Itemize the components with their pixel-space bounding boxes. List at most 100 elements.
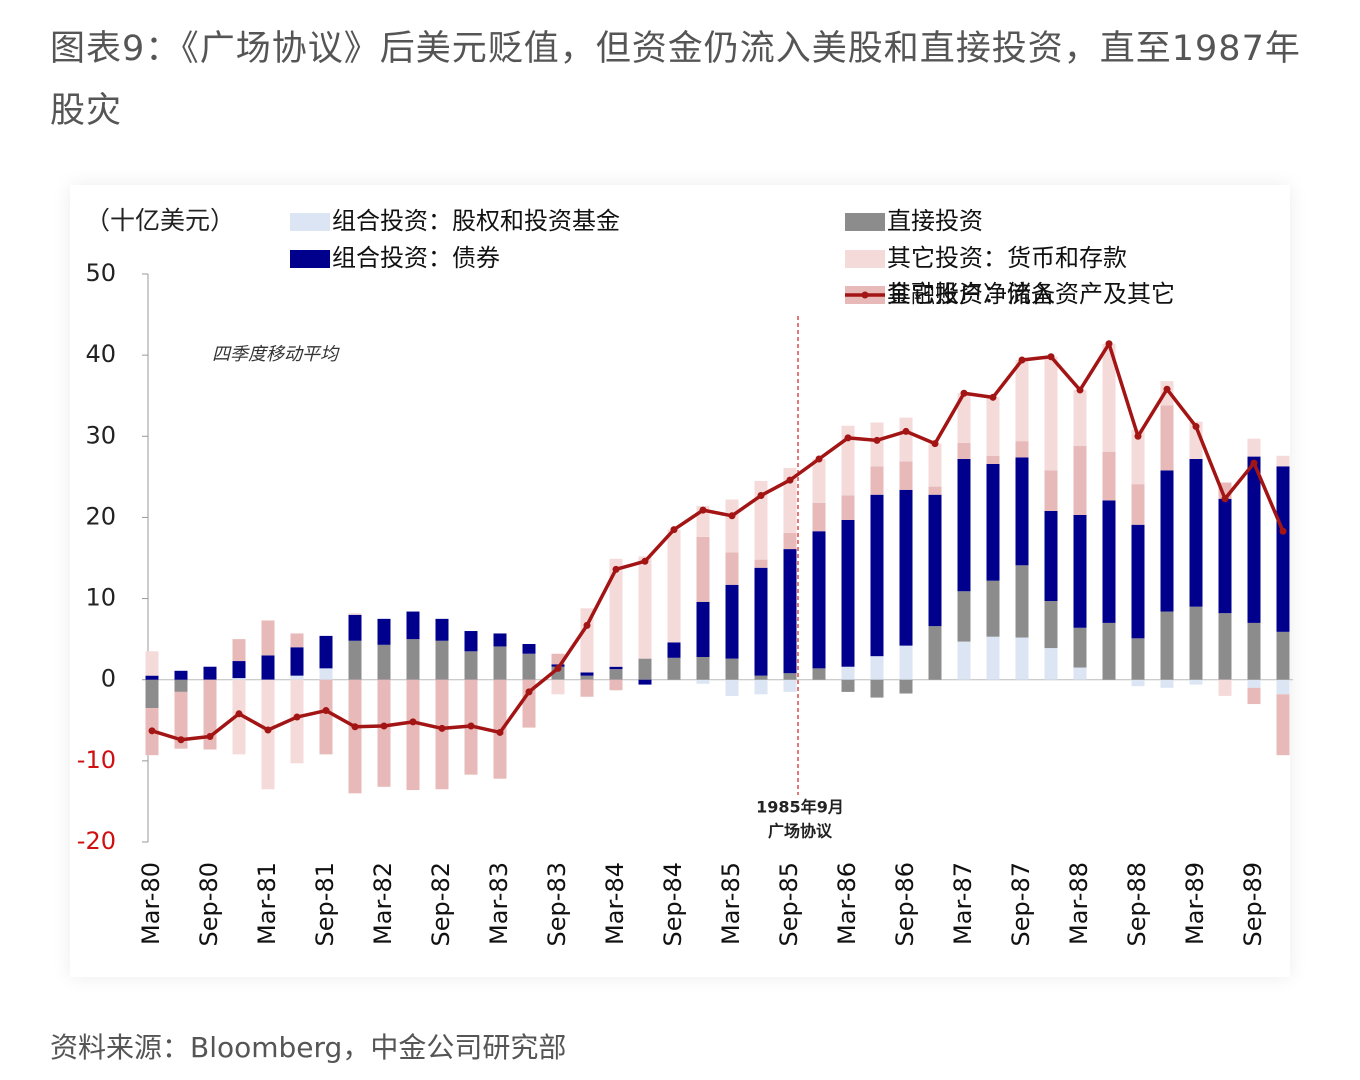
bar-segment <box>870 679 884 698</box>
bar-segment <box>290 647 304 676</box>
x-tick-label: Sep-85 <box>775 862 803 946</box>
x-tick-label: Sep-84 <box>659 862 687 946</box>
bar-segment <box>203 666 217 680</box>
line-marker <box>1047 353 1055 361</box>
bar-segment <box>1276 679 1290 695</box>
bar-segment <box>174 679 188 692</box>
source: 资料来源：Bloomberg，中金公司研究部 <box>50 1031 567 1064</box>
bar-segment <box>1160 679 1174 688</box>
bar-segment <box>290 679 304 764</box>
bar-segment <box>1218 498 1232 614</box>
line-marker <box>989 393 997 401</box>
x-tick-label: Sep-83 <box>543 862 571 946</box>
bar-segment <box>493 646 507 680</box>
bar-segment <box>783 467 797 533</box>
bar-segment <box>1102 343 1116 452</box>
bar-segment <box>986 463 1000 581</box>
legend-swatch <box>290 250 330 268</box>
y-tick-label: 0 <box>101 665 116 693</box>
bar-segment <box>435 640 449 680</box>
annotation: 1985年9月 <box>756 798 844 817</box>
line-marker <box>728 512 736 520</box>
line-marker <box>699 506 707 514</box>
line-marker <box>873 436 881 444</box>
bar-segment <box>638 556 652 659</box>
line-marker <box>351 723 359 731</box>
bar-segment <box>928 494 942 627</box>
unit-label: （十亿美元） <box>85 206 235 235</box>
bar-segment <box>667 529 681 643</box>
bar-segment <box>1247 622 1261 680</box>
bar-segment <box>957 641 971 680</box>
legend-label: 金融账户净流入 <box>887 280 1055 308</box>
bar-segment <box>725 584 739 659</box>
bar-segment <box>435 679 449 790</box>
bar-segment <box>348 679 362 794</box>
line-marker <box>293 713 301 721</box>
bar-segment <box>1073 667 1087 680</box>
bar-segment <box>1276 694 1290 756</box>
bar-segment <box>348 614 362 641</box>
bar-segment <box>232 661 246 679</box>
bar-segment <box>522 644 536 654</box>
bar-segment <box>1102 622 1116 680</box>
y-tick-label: 20 <box>85 502 116 530</box>
bar-segment <box>435 618 449 641</box>
bar-segment <box>1276 455 1290 467</box>
bar-segment <box>1247 456 1261 623</box>
bar-segment <box>957 591 971 642</box>
line-marker <box>844 434 852 442</box>
bar-segment <box>348 640 362 680</box>
bar-segment <box>406 611 420 640</box>
x-tick-label: Sep-89 <box>1239 862 1267 946</box>
bar-segment <box>1044 356 1058 471</box>
bar-segment <box>638 658 652 680</box>
bar-segment <box>1276 631 1290 680</box>
bar-segment <box>290 633 304 648</box>
bar-segment <box>377 644 391 680</box>
bar-segment <box>754 559 768 568</box>
line-marker <box>206 733 214 741</box>
bar-segment <box>1015 360 1029 442</box>
bar-segment <box>1218 613 1232 680</box>
bar-segment <box>1102 500 1116 623</box>
bar-segment <box>841 519 855 667</box>
y-tick-label: 10 <box>85 584 116 612</box>
chart: （十亿美元） 四季度移动平均 1985年9月 广场协议 -20 -10 0 10 20 3… <box>77 206 1293 946</box>
bar-segment <box>870 466 884 495</box>
bar-segment <box>696 536 710 602</box>
bar-segment <box>957 459 971 592</box>
bar-segment <box>406 679 420 791</box>
y-tick-label: 30 <box>85 421 116 449</box>
bar-segment <box>348 613 362 615</box>
y-tick-label: 50 <box>85 259 116 287</box>
bar-segment <box>899 645 913 680</box>
line-marker <box>177 736 185 744</box>
bar-segment <box>551 679 565 695</box>
x-tick-label: Sep-88 <box>1123 862 1151 946</box>
line-marker <box>1279 527 1287 535</box>
bar-segment <box>928 486 942 495</box>
legend-swatch <box>845 213 885 231</box>
bar-segment <box>754 567 768 676</box>
legend-label: 其它投资：储备资产及其它 <box>887 280 1175 308</box>
bar-segment <box>377 618 391 645</box>
line-marker <box>757 492 765 500</box>
line-marker <box>438 724 446 732</box>
bar-segment <box>725 499 739 553</box>
bar-segment <box>1044 601 1058 649</box>
legend-label: 直接投资 <box>887 207 983 235</box>
x-tick-label: Sep-87 <box>1007 862 1035 946</box>
line-marker <box>931 440 939 448</box>
line-marker <box>1250 459 1258 467</box>
line-marker <box>1134 432 1142 440</box>
x-tick-label: Mar-85 <box>717 862 745 945</box>
line-marker <box>1163 385 1171 393</box>
bar-segment <box>609 679 623 691</box>
x-tick-label: Mar-84 <box>601 862 629 945</box>
bar-segment <box>145 675 159 680</box>
bar-segment <box>725 658 739 680</box>
bar-segment <box>928 443 942 487</box>
bar-segment <box>145 679 159 709</box>
